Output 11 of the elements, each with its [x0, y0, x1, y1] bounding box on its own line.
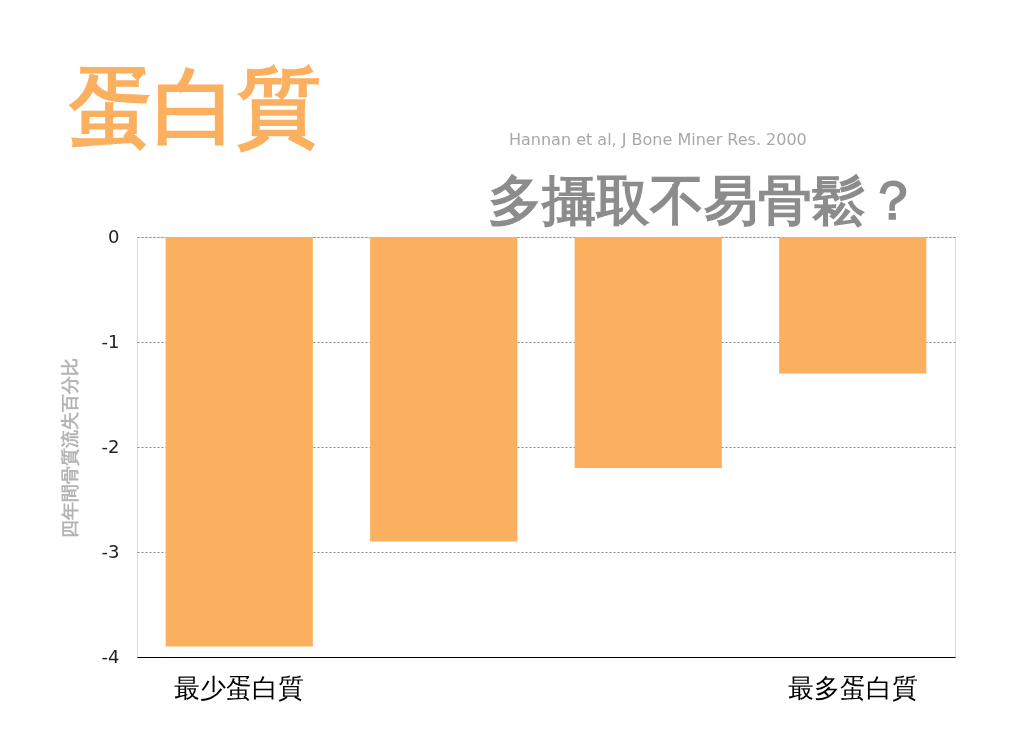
- y-tick-label: -2: [101, 435, 120, 457]
- y-tick-label: -4: [101, 645, 120, 667]
- x-tick-label: 最少蛋白質: [174, 672, 305, 703]
- y-tick-label: -3: [101, 540, 120, 562]
- text: Hannan et al, J Bone Miner Res. 2000: [509, 130, 807, 149]
- chart-title: 蛋白質: [68, 58, 322, 156]
- x-tick-label: 最多蛋白質: [787, 672, 918, 703]
- y-tick-label: 0: [108, 225, 120, 247]
- chart-subtitle: 多攝取不易骨鬆？: [488, 169, 920, 232]
- y-axis-title: 四年間骨質流失百分比: [58, 357, 80, 538]
- y-tick-label: -1: [101, 330, 120, 352]
